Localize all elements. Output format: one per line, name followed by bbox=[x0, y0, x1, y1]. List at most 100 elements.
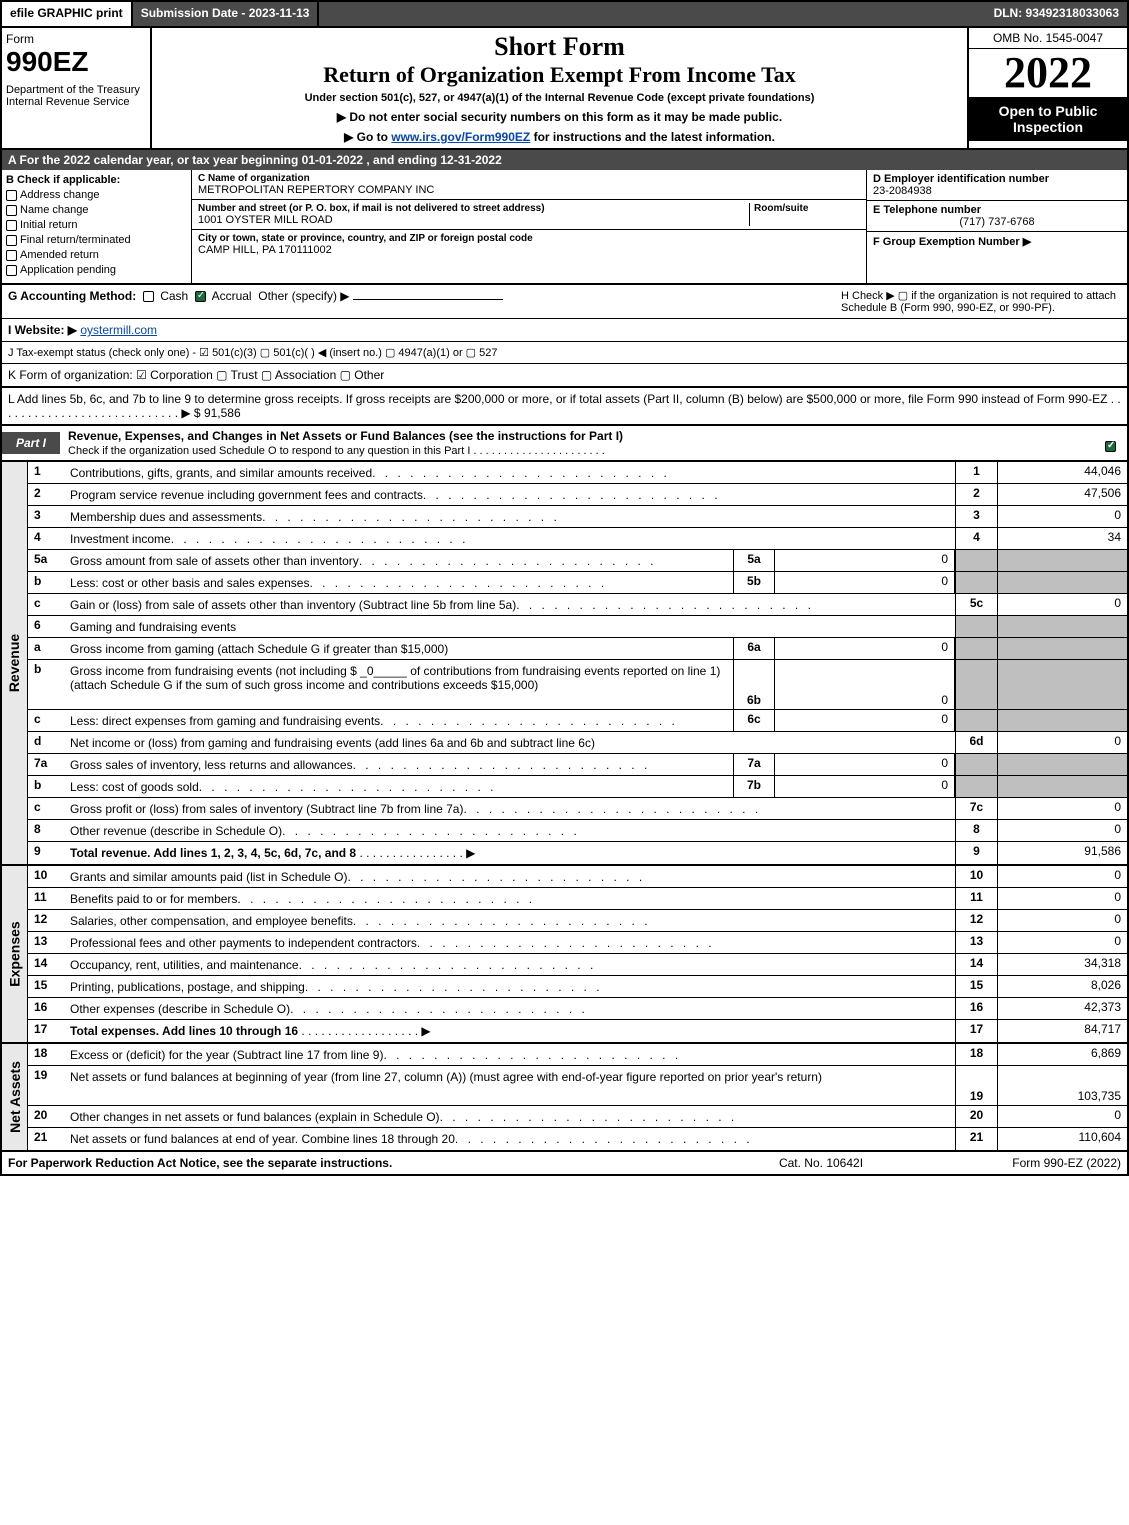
row-desc: Benefits paid to or for members bbox=[66, 888, 955, 909]
row-val: 110,604 bbox=[997, 1128, 1127, 1150]
row-val: 0 bbox=[997, 866, 1127, 887]
row-rn: 11 bbox=[955, 888, 997, 909]
checkbox-icon bbox=[6, 250, 17, 261]
row-num: 4 bbox=[28, 528, 66, 549]
row-num: 16 bbox=[28, 998, 66, 1019]
row-num: c bbox=[28, 798, 66, 819]
row-num: 2 bbox=[28, 484, 66, 505]
row-num: 20 bbox=[28, 1106, 66, 1127]
row-num: 7a bbox=[28, 754, 66, 775]
checkbox-accrual[interactable] bbox=[195, 291, 206, 302]
sub-val: 0 bbox=[775, 776, 955, 797]
row-val: 0 bbox=[997, 820, 1127, 841]
sub-num: 6a bbox=[733, 638, 775, 659]
org-name-row: C Name of organization METROPOLITAN REPE… bbox=[192, 170, 866, 200]
org-name-label: C Name of organization bbox=[198, 173, 860, 184]
city-label: City or town, state or province, country… bbox=[198, 233, 860, 244]
sub-num: 7a bbox=[733, 754, 775, 775]
row-rn: 18 bbox=[955, 1044, 997, 1065]
line-g: G Accounting Method: Cash Accrual Other … bbox=[8, 289, 831, 314]
net-assets-side-label: Net Assets bbox=[2, 1044, 28, 1150]
check-label: Amended return bbox=[20, 249, 99, 261]
schedule-o-checkbox[interactable] bbox=[1105, 441, 1116, 452]
check-final-return[interactable]: Final return/terminated bbox=[6, 234, 187, 246]
row-val: 91,586 bbox=[997, 842, 1127, 864]
sub-num: 6c bbox=[733, 710, 775, 731]
group-exemption-label: F Group Exemption Number ▶ bbox=[873, 236, 1031, 248]
website-link[interactable]: oystermill.com bbox=[80, 323, 157, 337]
group-exemption-row: F Group Exemption Number ▶ bbox=[867, 232, 1127, 251]
line-l: L Add lines 5b, 6c, and 7b to line 9 to … bbox=[0, 388, 1129, 426]
sub-val: 0 bbox=[775, 710, 955, 731]
row-rn: 5c bbox=[955, 594, 997, 615]
row-val: 103,735 bbox=[997, 1066, 1127, 1105]
row-val: 0 bbox=[997, 506, 1127, 527]
check-label: Initial return bbox=[20, 219, 77, 231]
line-i-label: I Website: ▶ bbox=[8, 323, 77, 337]
row-rn-shaded bbox=[955, 616, 997, 637]
row-num: b bbox=[28, 660, 66, 709]
row-val-shaded bbox=[997, 754, 1127, 775]
row-rn: 7c bbox=[955, 798, 997, 819]
row-num: 8 bbox=[28, 820, 66, 841]
row-desc: Program service revenue including govern… bbox=[66, 484, 955, 505]
row-num: 6 bbox=[28, 616, 66, 637]
header-left: Form 990EZ Department of the Treasury In… bbox=[2, 28, 152, 148]
section-a-bar: A For the 2022 calendar year, or tax yea… bbox=[0, 150, 1129, 170]
row-num: 9 bbox=[28, 842, 66, 864]
row-num: 13 bbox=[28, 932, 66, 953]
check-address-change[interactable]: Address change bbox=[6, 189, 187, 201]
row-rn: 4 bbox=[955, 528, 997, 549]
row-desc: Grants and similar amounts paid (list in… bbox=[66, 866, 955, 887]
sub-num: 5b bbox=[733, 572, 775, 593]
check-initial-return[interactable]: Initial return bbox=[6, 219, 187, 231]
row-num: 11 bbox=[28, 888, 66, 909]
submission-date-button[interactable]: Submission Date - 2023-11-13 bbox=[133, 2, 320, 26]
row-desc: Other revenue (describe in Schedule O) bbox=[66, 820, 955, 841]
row-desc: Gross income from fundraising events (no… bbox=[66, 660, 733, 709]
net-assets-rows: 18Excess or (deficit) for the year (Subt… bbox=[28, 1044, 1127, 1150]
row-rn-shaded bbox=[955, 754, 997, 775]
row-val: 42,373 bbox=[997, 998, 1127, 1019]
info-block: B Check if applicable: Address change Na… bbox=[0, 170, 1129, 285]
street-label: Number and street (or P. O. box, if mail… bbox=[198, 203, 745, 214]
goto-prefix: ▶ Go to bbox=[344, 130, 391, 144]
row-rn-shaded bbox=[955, 776, 997, 797]
row-num: b bbox=[28, 776, 66, 797]
short-form-title: Short Form bbox=[156, 32, 963, 62]
row-val: 34 bbox=[997, 528, 1127, 549]
checkbox-cash[interactable] bbox=[143, 291, 154, 302]
arrow-icon: ▶ bbox=[421, 1024, 430, 1038]
other-specify-field[interactable] bbox=[353, 299, 503, 300]
check-label: Name change bbox=[20, 204, 89, 216]
check-application-pending[interactable]: Application pending bbox=[6, 264, 187, 276]
efile-print-button[interactable]: efile GRAPHIC print bbox=[2, 2, 133, 26]
row-val-shaded bbox=[997, 616, 1127, 637]
row-val: 0 bbox=[997, 910, 1127, 931]
row-val: 34,318 bbox=[997, 954, 1127, 975]
row-desc: Contributions, gifts, grants, and simila… bbox=[66, 462, 955, 483]
row-desc: Less: cost of goods sold bbox=[66, 776, 733, 797]
sub-val: 0 bbox=[775, 754, 955, 775]
row-desc: Total expenses. Add lines 10 through 16 … bbox=[66, 1020, 955, 1042]
row-rn: 21 bbox=[955, 1128, 997, 1150]
part-1-title: Revenue, Expenses, and Changes in Net As… bbox=[60, 426, 1127, 460]
sub-num: 6b bbox=[733, 660, 775, 709]
row-num: 5a bbox=[28, 550, 66, 571]
check-amended-return[interactable]: Amended return bbox=[6, 249, 187, 261]
row-val-shaded bbox=[997, 660, 1127, 709]
row-rn: 6d bbox=[955, 732, 997, 753]
row-rn: 1 bbox=[955, 462, 997, 483]
row-rn: 8 bbox=[955, 820, 997, 841]
row-rn: 14 bbox=[955, 954, 997, 975]
row-val-shaded bbox=[997, 638, 1127, 659]
header-center: Short Form Return of Organization Exempt… bbox=[152, 28, 967, 148]
ein-value: 23-2084938 bbox=[873, 185, 1121, 197]
irs-link[interactable]: www.irs.gov/Form990EZ bbox=[391, 130, 530, 144]
row-val: 0 bbox=[997, 888, 1127, 909]
row-rn-shaded bbox=[955, 710, 997, 731]
row-val: 0 bbox=[997, 594, 1127, 615]
row-rn: 13 bbox=[955, 932, 997, 953]
check-name-change[interactable]: Name change bbox=[6, 204, 187, 216]
row-rn: 17 bbox=[955, 1020, 997, 1042]
